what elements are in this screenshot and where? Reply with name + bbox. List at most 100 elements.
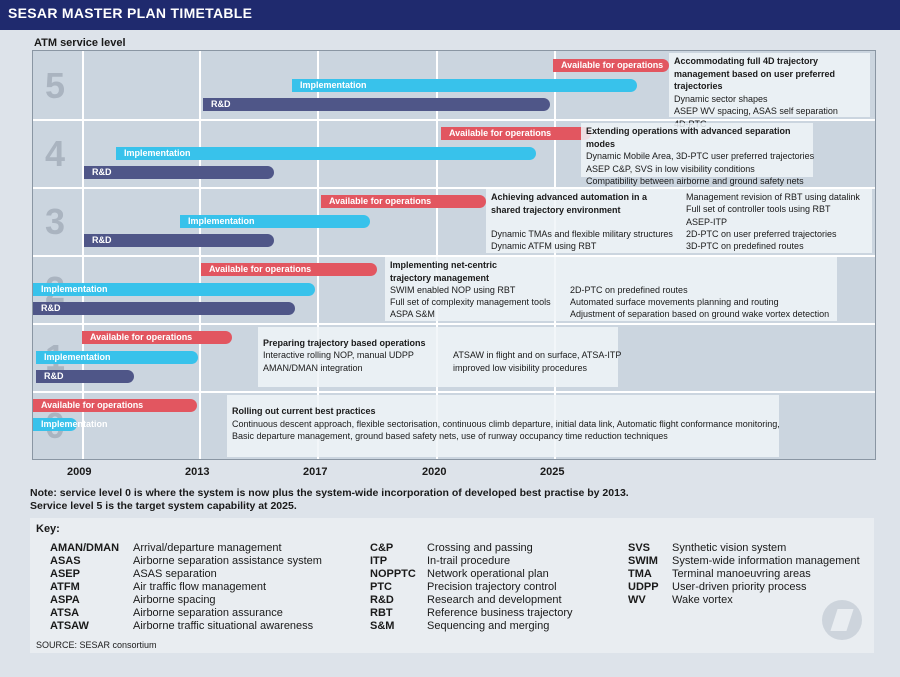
year-label-2025: 2025 — [540, 466, 565, 478]
row-separator — [33, 187, 875, 189]
level-5-desc-line: ASEP WV spacing, ASAS self separation — [674, 106, 838, 116]
row-separator — [33, 323, 875, 325]
key-definition: Airborne spacing — [133, 594, 216, 606]
level-3-desc-right-line: 2D-PTC on user preferred trajectories — [686, 229, 837, 239]
level-5-desc-title: Accommodating full 4D trajectory managem… — [674, 56, 836, 91]
note-line: Service level 5 is the target system cap… — [30, 500, 297, 512]
level-3-number: 3 — [45, 201, 66, 242]
key-definition: System-wide information management — [672, 555, 860, 567]
key-definition: Network operational plan — [427, 568, 549, 580]
key-abbr: ASAS — [50, 555, 81, 567]
level-3-description: Achieving advanced automation in a share… — [486, 189, 872, 253]
level-5-description: Accommodating full 4D trajectory managem… — [669, 53, 870, 129]
key-abbr: ATFM — [50, 581, 80, 593]
key-title: Key: — [36, 523, 60, 535]
year-label-2017: 2017 — [303, 466, 328, 478]
key-definition: Sequencing and merging — [427, 620, 550, 632]
level-3-rd-bar: R&D — [84, 234, 274, 247]
key-definition: Arrival/departure management — [133, 542, 282, 554]
level-2-rd-bar: R&D — [33, 302, 295, 315]
key-definition: Wake vortex — [672, 594, 733, 606]
key-panel: Key: AMAN/DMAN Arrival/departure manageme… — [30, 518, 874, 653]
level-5-number: 5 — [45, 65, 66, 106]
level-4-desc-line: Compatibility between airborne and groun… — [586, 176, 804, 186]
level-4-available-bar: Available for operations — [441, 127, 591, 140]
level-2-desc-title: Implementing net-centric trajectory mana… — [390, 260, 498, 283]
key-definition: Synthetic vision system — [672, 542, 787, 554]
key-abbr: RBT — [370, 607, 393, 619]
key-abbr: C&P — [370, 542, 394, 554]
level-1-available-bar: Available for operations — [82, 331, 232, 344]
key-abbr: ITP — [370, 555, 388, 567]
level-2-desc-line: SWIM enabled NOP using RBT — [390, 285, 516, 295]
level-4-implementation-bar: Implementation — [116, 147, 536, 160]
level-3-available-bar: Available for operations — [321, 195, 486, 208]
key-definition: Airborne traffic situational awareness — [133, 620, 314, 632]
key-abbr: ATSA — [50, 607, 80, 619]
level-4-desc-line: ASEP C&P, SVS in low visibility conditio… — [586, 163, 755, 174]
level-5-available-bar: Available for operations — [553, 59, 669, 72]
key-definition: Reference business trajectory — [427, 607, 573, 619]
key-abbr: ASPA — [50, 594, 80, 606]
level-0-desc-line: Continuous descent approach, flexible se… — [232, 418, 780, 429]
row-separator — [33, 255, 875, 257]
row-separator — [33, 119, 875, 121]
note-line: Note: service level 0 is where the syste… — [30, 487, 629, 499]
level-4-rd-bar: R&D — [84, 166, 274, 179]
level-1-description: Preparing trajectory based operations In… — [258, 327, 622, 387]
level-3-desc-right-line: Management revision of RBT using datalin… — [686, 192, 860, 202]
key-abbr: NOPPTC — [370, 568, 416, 580]
year-label-2009: 2009 — [67, 466, 92, 478]
level-5-rd-bar: R&D — [203, 98, 550, 111]
level-3-desc-right-line: 3D-PTC on predefined routes — [686, 241, 804, 251]
level-1-desc-line: AMAN/DMAN integration — [263, 363, 363, 373]
level-2-implementation-bar: Implementation — [33, 283, 315, 296]
header-bar: SESAR MASTER PLAN TIMETABLE — [0, 0, 900, 30]
level-2-desc-right-line: Automated surface movements planning and… — [570, 297, 779, 307]
key-definition: Precision trajectory control — [427, 581, 557, 593]
level-1-desc-title: Preparing trajectory based operations — [263, 338, 426, 348]
level-3-desc-right-line: ASEP-ITP — [686, 217, 728, 227]
level-2-desc-line: Full set of complexity management tools — [390, 297, 551, 307]
source-credit: SOURCE: SESAR consortium — [36, 640, 157, 650]
level-3-desc-right-line: Full set of controller tools using RBT — [686, 204, 831, 214]
level-3-desc-line: Dynamic ATFM using RBT — [491, 241, 597, 251]
level-1-desc-right-line: ATSAW in flight and on surface, ATSA-ITP — [453, 350, 622, 360]
key-definition: In-trail procedure — [427, 555, 511, 567]
level-2-desc-line: ASPA S&M — [390, 309, 435, 319]
key-definition: Airborne separation assistance system — [133, 555, 322, 567]
page-title: SESAR MASTER PLAN TIMETABLE — [8, 5, 253, 21]
year-label-2013: 2013 — [185, 466, 210, 478]
key-definition: Airborne separation assurance — [133, 607, 283, 619]
key-abbr: S&M — [370, 620, 395, 632]
row-separator — [33, 391, 875, 393]
key-definition: Air traffic flow management — [133, 581, 267, 593]
key-abbr: ATSAW — [50, 620, 89, 632]
key-definition: Crossing and passing — [427, 542, 533, 554]
key-abbr: R&D — [370, 594, 394, 606]
level-4-number: 4 — [45, 133, 66, 174]
level-1-desc-line: Interactive rolling NOP, manual UDPP — [263, 350, 414, 360]
publisher-logo-icon — [822, 600, 862, 640]
level-1-desc-right-line: improved low visibility procedures — [453, 363, 588, 373]
level-1-rd-bar: R&D — [36, 370, 134, 383]
year-label-2020: 2020 — [422, 466, 447, 478]
key-abbr: AMAN/DMAN — [50, 542, 120, 554]
level-0-implementation-bar: Implementation — [33, 418, 108, 431]
level-0-desc-line: Basic departure management, ground based… — [232, 431, 668, 441]
key-abbr: TMA — [628, 568, 652, 580]
key-abbr: PTC — [370, 581, 392, 593]
key-definition: ASAS separation — [133, 568, 217, 580]
level-2-desc-right-line: 2D-PTC on predefined routes — [570, 285, 688, 295]
level-5-implementation-bar: Implementation — [292, 79, 637, 92]
level-2-available-bar: Available for operations — [201, 263, 377, 276]
level-5-desc-line: Dynamic sector shapes — [674, 93, 768, 104]
level-4-desc-line: Dynamic Mobile Area, 3D-PTC user preferr… — [586, 151, 815, 161]
level-4-desc-title: Extending operations with advanced separ… — [586, 126, 791, 149]
level-0-desc-title: Rolling out current best practices — [232, 406, 376, 416]
level-2-desc-right-line: Adjustment of separation based on ground… — [570, 309, 830, 319]
level-0-available-bar: Available for operations — [33, 399, 197, 412]
atm-service-level-label: ATM service level — [34, 37, 126, 49]
key-abbr: SWIM — [628, 555, 658, 567]
level-1-implementation-bar: Implementation — [36, 351, 198, 364]
